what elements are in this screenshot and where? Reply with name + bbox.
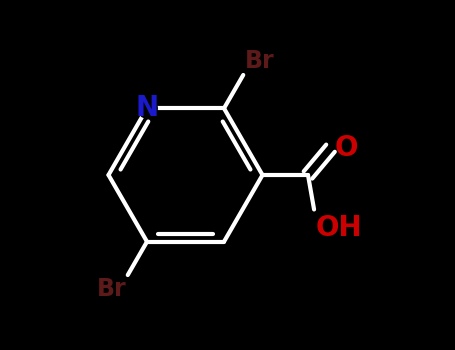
Text: O: O <box>335 134 358 162</box>
Text: OH: OH <box>316 214 363 242</box>
Text: N: N <box>136 94 158 122</box>
Text: Br: Br <box>245 49 275 73</box>
Text: Br: Br <box>96 277 126 301</box>
